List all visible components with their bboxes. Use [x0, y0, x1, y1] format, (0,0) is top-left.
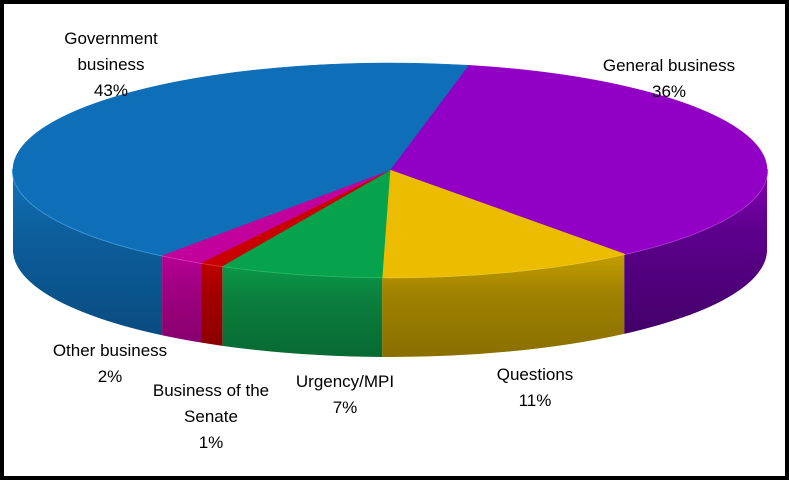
pie-wall-other-business — [162, 255, 202, 343]
pie-slice-urgency-mpi — [222, 169, 391, 278]
pie-slice-general-business — [389, 65, 768, 255]
pie-wall-government-business — [13, 170, 163, 336]
pie-wall-business-of-the-senate — [201, 262, 223, 346]
pie-wall-general-business — [624, 170, 767, 334]
pie-slice-questions — [381, 169, 625, 278]
pie-wall-questions — [382, 253, 625, 358]
pie-slice-government-business — [12, 62, 469, 256]
pie-wall-urgency-mpi — [222, 265, 383, 357]
